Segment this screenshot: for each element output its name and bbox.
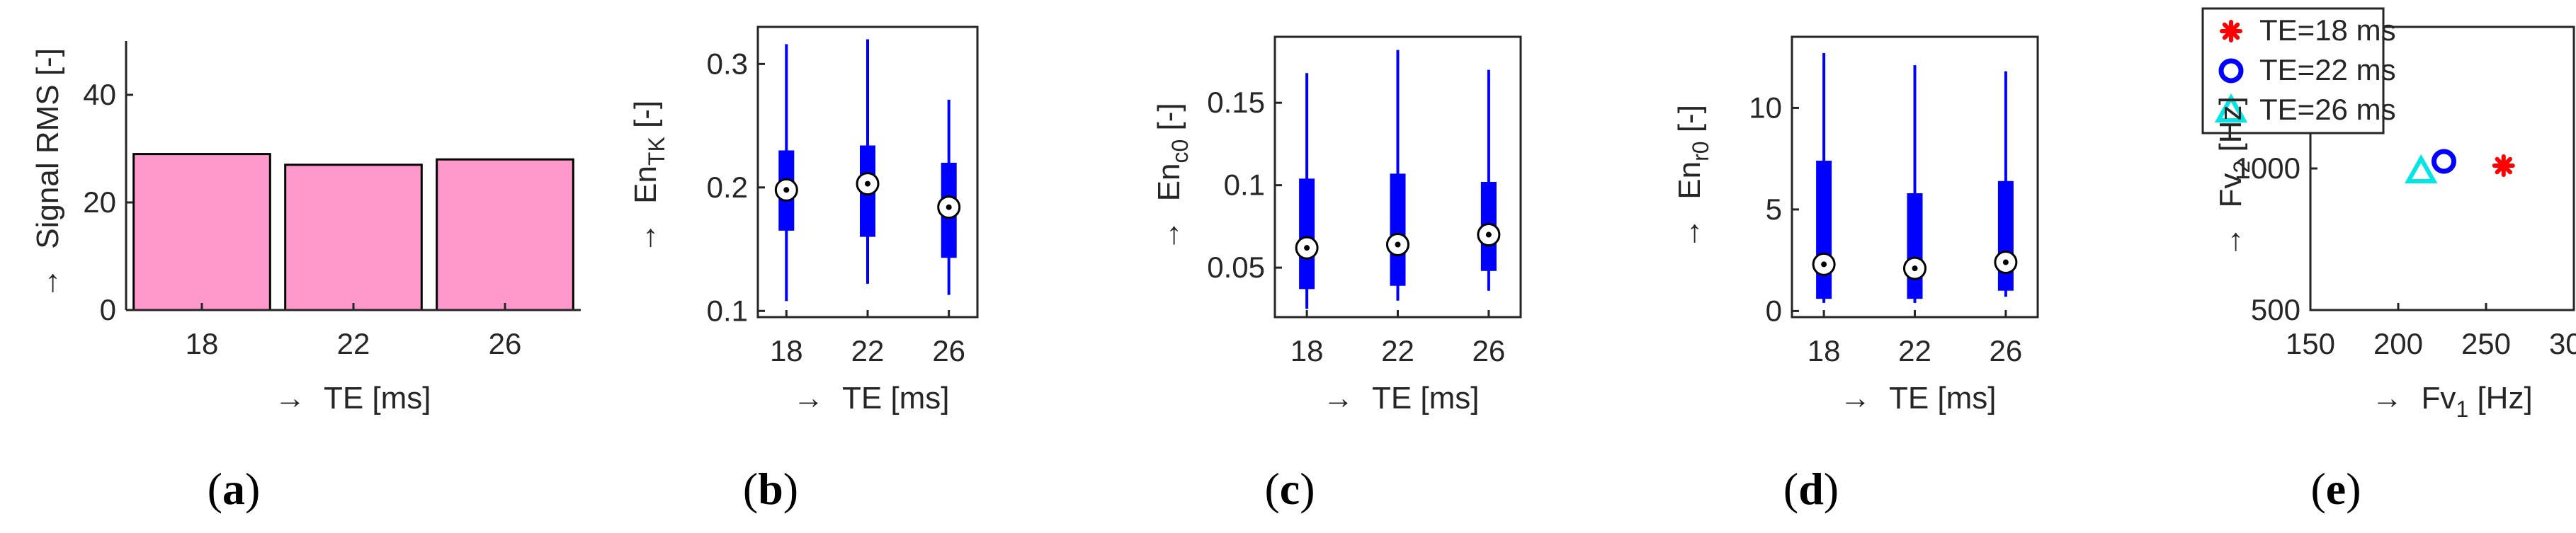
panel-b: 18 22 26 0.1 0.2 0.3 → EnTK [-] → TE [ms] (b) [628, 25, 979, 514]
y-tick-label: 0 [1766, 294, 1782, 327]
bar-18 [132, 153, 271, 311]
legend-label: TE=26 ms [2259, 93, 2396, 126]
point-asterisk [2492, 154, 2515, 177]
median-dot-22 [865, 180, 870, 187]
panel-b-axes: 18 22 26 0.1 0.2 0.3 [707, 25, 979, 367]
box-22 [1390, 173, 1406, 286]
box-18 [1816, 161, 1832, 299]
legend-marker-circle [2218, 58, 2244, 84]
x-tick-label: 26 [1473, 334, 1506, 367]
median-dot-22 [1395, 241, 1401, 248]
median-dot-26 [1485, 231, 1492, 238]
y-tick-label: 0.1 [707, 294, 748, 327]
panel-d-ylabel: → Enr0 [-] [1672, 105, 1713, 249]
median-dot-18 [1304, 245, 1310, 251]
panel-a-xlabel: → TE [ms] [275, 381, 431, 415]
y-tick-label: 0.1 [1224, 168, 1265, 202]
panel-label-e: (e) [2310, 464, 2361, 514]
point-triangle [2405, 154, 2438, 183]
panel-d-xlabel: → TE [ms] [1840, 381, 1997, 415]
y-tick-label: 0.05 [1207, 251, 1265, 284]
y-tick-label: 0 [100, 293, 116, 326]
bar-26 [436, 158, 574, 311]
panel-c: 18 22 26 0.05 0.1 0.15 → Enc0 [-] → TE [ms] (… [1152, 35, 1522, 514]
panel-label-a: (a) [208, 464, 261, 514]
y-tick-label: 20 [83, 185, 116, 219]
x-tick-label: 22 [337, 327, 370, 360]
x-tick-label: 300 [2549, 327, 2576, 360]
x-tick-label: 26 [1990, 334, 2023, 367]
legend-marker-asterisk [2220, 20, 2242, 42]
panel-label-b: (b) [743, 464, 798, 514]
y-tick-label: 1000 [2235, 151, 2300, 185]
y-tick-label: 0.2 [707, 171, 748, 204]
y-tick-label: 10 [1749, 91, 1782, 124]
panel-a: 18 22 26 0 20 40 → Signal RMS [-] → TE [ms] (… [30, 41, 581, 514]
y-tick-label: 40 [83, 78, 116, 111]
x-tick-label: 150 [2286, 327, 2335, 360]
y-tick-label: 5 [1766, 193, 1782, 226]
panel-e-xlabel: → Fv1 [Hz] [2371, 381, 2532, 422]
median-dot-26 [2002, 259, 2009, 265]
x-tick-label: 22 [1381, 334, 1414, 367]
y-tick-label: 0.15 [1207, 86, 1265, 119]
median-dot-18 [783, 187, 790, 193]
median-dot-26 [946, 204, 952, 210]
x-tick-label: 18 [1290, 334, 1324, 367]
box-26 [1997, 180, 2014, 291]
bar-22 [284, 164, 423, 311]
box-18 [1299, 178, 1315, 290]
median-dot-22 [1912, 265, 1918, 272]
point-circle [2431, 149, 2456, 174]
point-asterisk-stroke [2495, 156, 2512, 175]
x-tick-label: 26 [489, 327, 522, 360]
panel-c-axes: 18 22 26 0.05 0.1 0.15 [1207, 35, 1522, 367]
x-tick-label: 250 [2461, 327, 2511, 360]
x-tick-label: 22 [851, 334, 885, 367]
legend-marker-triangle [2214, 93, 2248, 122]
x-tick-label: 22 [1898, 334, 1931, 367]
median-dot-18 [1821, 261, 1827, 268]
legend-label: TE=18 ms [2259, 13, 2396, 47]
box-22 [1907, 193, 1923, 299]
x-tick-label: 200 [2373, 327, 2423, 360]
x-tick-label: 26 [932, 334, 965, 367]
panel-d-axes: 18 22 26 0 5 10 [1749, 35, 2039, 367]
legend-marker-asterisk-stroke [2222, 22, 2240, 40]
x-tick-label: 18 [1808, 334, 1841, 367]
panel-a-axes: 18 22 26 0 20 40 [83, 41, 581, 360]
panel-c-xlabel: → TE [ms] [1323, 381, 1480, 415]
panel-d: 18 22 26 0 5 10 → Enr0 [-] → TE [ms] (d) [1672, 35, 2039, 514]
panel-label-c: (c) [1264, 464, 1315, 514]
panel-a-ylabel: → Signal RMS [-] [30, 48, 65, 299]
x-tick-label: 18 [186, 327, 219, 360]
panel-b-ylabel: → EnTK [-] [628, 101, 669, 253]
panel-e-ylabel: → Fv2 [Hz] [2213, 96, 2254, 257]
legend-label: TE=22 ms [2259, 53, 2396, 86]
y-tick-label: 500 [2251, 293, 2300, 326]
panel-c-ylabel: → Enc0 [-] [1152, 103, 1193, 251]
x-tick-label: 18 [770, 334, 803, 367]
panel-label-d: (d) [1783, 464, 1839, 514]
y-tick-label: 0.3 [707, 47, 748, 80]
panel-b-xlabel: → TE [ms] [793, 381, 950, 415]
